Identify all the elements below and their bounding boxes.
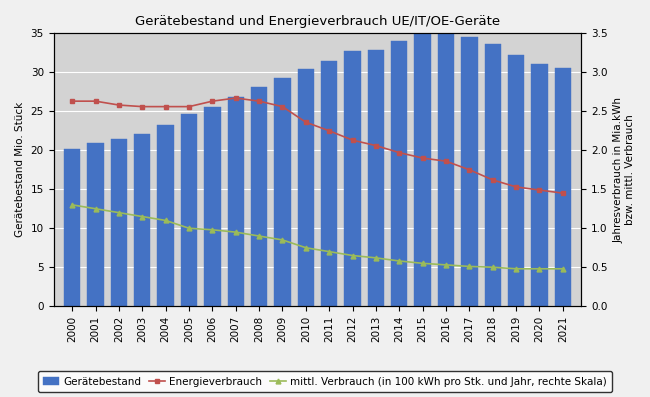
Bar — [321, 61, 337, 306]
Y-axis label: Gerätebestand Mio. Stück: Gerätebestand Mio. Stück — [15, 102, 25, 237]
Line: Energieverbrauch: Energieverbrauch — [70, 96, 566, 196]
mittl. Verbrauch (in 100 kWh pro Stk. und Jahr, rechte Skala) — [138, 214, 146, 219]
mittl. Verbrauch (in 100 kWh pro Stk. und Jahr, rechte Skala) — [559, 266, 567, 271]
mittl. Verbrauch (in 100 kWh pro Stk. und Jahr, rechte Skala) — [68, 202, 76, 207]
Energieverbrauch — [68, 99, 76, 104]
mittl. Verbrauch (in 100 kWh pro Stk. und Jahr, rechte Skala) — [372, 256, 380, 260]
Bar — [484, 44, 501, 306]
Bar — [111, 139, 127, 306]
mittl. Verbrauch (in 100 kWh pro Stk. und Jahr, rechte Skala) — [185, 226, 193, 231]
mittl. Verbrauch (in 100 kWh pro Stk. und Jahr, rechte Skala) — [115, 210, 123, 215]
Bar — [531, 64, 547, 306]
mittl. Verbrauch (in 100 kWh pro Stk. und Jahr, rechte Skala) — [489, 265, 497, 270]
Energieverbrauch — [465, 168, 473, 172]
mittl. Verbrauch (in 100 kWh pro Stk. und Jahr, rechte Skala) — [465, 264, 473, 269]
Energieverbrauch — [232, 96, 240, 100]
mittl. Verbrauch (in 100 kWh pro Stk. und Jahr, rechte Skala) — [325, 249, 333, 254]
Bar — [157, 125, 174, 306]
Energieverbrauch — [185, 104, 193, 109]
Energieverbrauch — [419, 156, 426, 160]
Bar — [462, 37, 478, 306]
Energieverbrauch — [209, 99, 216, 104]
mittl. Verbrauch (in 100 kWh pro Stk. und Jahr, rechte Skala) — [255, 234, 263, 239]
mittl. Verbrauch (in 100 kWh pro Stk. und Jahr, rechte Skala) — [348, 253, 356, 258]
mittl. Verbrauch (in 100 kWh pro Stk. und Jahr, rechte Skala) — [162, 218, 170, 223]
Bar — [87, 143, 104, 306]
Energieverbrauch — [115, 103, 123, 108]
Line: mittl. Verbrauch (in 100 kWh pro Stk. und Jahr, rechte Skala): mittl. Verbrauch (in 100 kWh pro Stk. un… — [70, 202, 566, 271]
Bar — [298, 69, 314, 306]
Bar — [64, 150, 81, 306]
Bar — [368, 50, 384, 306]
Energieverbrauch — [395, 150, 403, 155]
mittl. Verbrauch (in 100 kWh pro Stk. und Jahr, rechte Skala) — [512, 266, 520, 271]
Y-axis label: Jahresverbrauch in Mia.kWh
bzw. mittl. Verbrauch: Jahresverbrauch in Mia.kWh bzw. mittl. V… — [614, 97, 635, 243]
Legend: Gerätebestand, Energieverbrauch, mittl. Verbrauch (in 100 kWh pro Stk. und Jahr,: Gerätebestand, Energieverbrauch, mittl. … — [38, 371, 612, 392]
Bar — [251, 87, 267, 306]
Bar — [508, 55, 525, 306]
Energieverbrauch — [442, 159, 450, 164]
Energieverbrauch — [559, 191, 567, 196]
mittl. Verbrauch (in 100 kWh pro Stk. und Jahr, rechte Skala) — [92, 206, 99, 211]
Energieverbrauch — [279, 104, 287, 109]
Energieverbrauch — [489, 177, 497, 182]
mittl. Verbrauch (in 100 kWh pro Stk. und Jahr, rechte Skala) — [232, 230, 240, 235]
Energieverbrauch — [372, 143, 380, 148]
mittl. Verbrauch (in 100 kWh pro Stk. und Jahr, rechte Skala) — [536, 266, 543, 271]
Energieverbrauch — [348, 138, 356, 143]
mittl. Verbrauch (in 100 kWh pro Stk. und Jahr, rechte Skala) — [279, 237, 287, 242]
mittl. Verbrauch (in 100 kWh pro Stk. und Jahr, rechte Skala) — [395, 258, 403, 263]
Bar — [415, 33, 431, 306]
Energieverbrauch — [255, 99, 263, 104]
Bar — [554, 68, 571, 306]
Energieverbrauch — [302, 120, 310, 125]
Title: Gerätebestand und Energieverbrauch UE/IT/OE-Geräte: Gerätebestand und Energieverbrauch UE/IT… — [135, 15, 500, 28]
Bar — [438, 33, 454, 306]
Bar — [391, 41, 408, 306]
Bar — [344, 51, 361, 306]
mittl. Verbrauch (in 100 kWh pro Stk. und Jahr, rechte Skala) — [209, 227, 216, 232]
Bar — [181, 114, 197, 306]
mittl. Verbrauch (in 100 kWh pro Stk. und Jahr, rechte Skala) — [419, 261, 426, 266]
mittl. Verbrauch (in 100 kWh pro Stk. und Jahr, rechte Skala) — [302, 245, 310, 250]
Bar — [274, 78, 291, 306]
Bar — [204, 108, 220, 306]
Energieverbrauch — [162, 104, 170, 109]
Bar — [134, 134, 151, 306]
Energieverbrauch — [512, 185, 520, 189]
Bar — [227, 97, 244, 306]
Energieverbrauch — [325, 128, 333, 133]
mittl. Verbrauch (in 100 kWh pro Stk. und Jahr, rechte Skala) — [442, 262, 450, 267]
Energieverbrauch — [92, 99, 99, 104]
Energieverbrauch — [536, 188, 543, 193]
Energieverbrauch — [138, 104, 146, 109]
